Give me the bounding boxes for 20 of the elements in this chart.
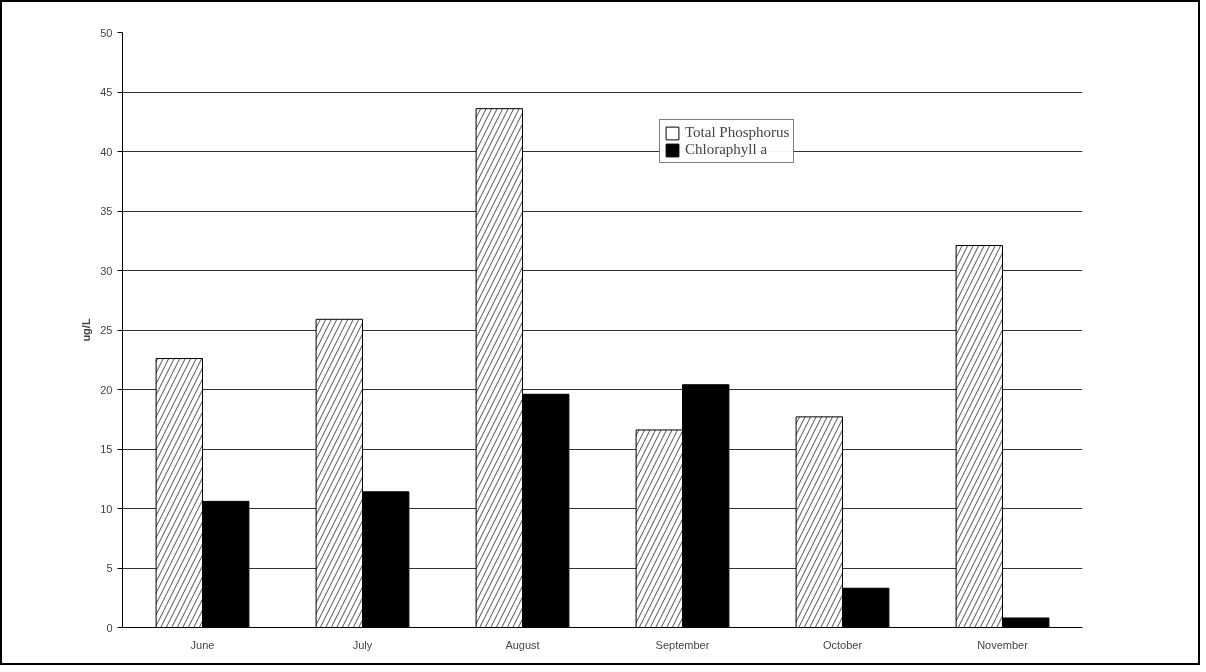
y-axis-title: ug/L (80, 318, 93, 342)
y-tick-label: 45 (100, 86, 113, 98)
x-tick-label: July (352, 638, 373, 651)
y-tick-label: 25 (100, 324, 113, 336)
y-tick-label: 35 (100, 205, 113, 217)
x-tick-label: June (190, 638, 215, 651)
x-tick-label: August (505, 638, 540, 651)
y-tick-label: 15 (100, 443, 113, 455)
y-tick-label: 50 (100, 26, 113, 39)
y-tick-label: 30 (100, 264, 113, 277)
x-tick-label: October (822, 638, 863, 651)
y-tick-label: 0 (106, 621, 113, 634)
y-tick-label: 10 (100, 502, 113, 515)
y-tick-label: 5 (106, 562, 113, 574)
legend-label: Total Phosphorus (685, 124, 790, 141)
y-tick-label: 40 (100, 145, 113, 158)
y-tick-label: 20 (100, 383, 113, 396)
legend-label: Chloraphyll a (685, 141, 768, 158)
x-tick-label: November (977, 638, 1029, 651)
x-tick-label: September (655, 638, 710, 651)
